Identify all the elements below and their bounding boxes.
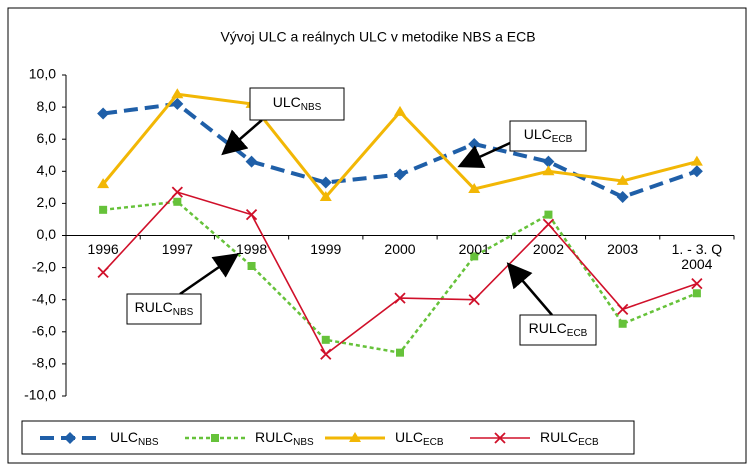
y-tick-label: -4,0: [32, 290, 56, 306]
marker: [542, 165, 555, 176]
legend-label-main: RULC: [255, 429, 293, 445]
legend-label-sub: ECB: [423, 437, 444, 448]
annotation-label-sub: NBS: [301, 102, 322, 113]
x-tick-label: 1998: [235, 240, 268, 257]
marker: [97, 107, 110, 120]
marker: [171, 186, 183, 198]
x-tick-label: 2003: [607, 240, 639, 257]
y-tick-label: 6,0: [37, 130, 57, 146]
x-tick-label: 1. - 3. Q 2004: [671, 240, 723, 272]
annotation-label: RULCNBS: [135, 299, 194, 318]
annotation-box: [519, 314, 597, 346]
y-tick-label: -10,0: [24, 387, 56, 403]
legend-label: ULCNBS: [110, 429, 159, 448]
legend-label-sub: ECB: [578, 437, 599, 448]
x-tick-label: 2000: [384, 240, 416, 257]
marker: [691, 278, 703, 290]
annotation-label-sub: ECB: [567, 328, 588, 339]
marker: [690, 155, 703, 166]
marker: [97, 178, 110, 189]
legend-label-sub: NBS: [138, 437, 159, 448]
legend-label: RULCNBS: [255, 429, 314, 448]
annotation-box: [509, 120, 587, 152]
y-tick-label: 8,0: [37, 98, 57, 114]
annotation-label-sub: ECB: [552, 134, 573, 145]
marker: [349, 432, 361, 442]
legend-label-main: ULC: [110, 429, 138, 445]
x-tick-label: 2002: [532, 240, 565, 257]
marker: [690, 165, 703, 178]
marker: [319, 190, 332, 201]
y-tick-label: 0,0: [37, 226, 57, 242]
marker: [542, 155, 555, 168]
chart-title: Vývoj ULC a reálnych ULC v metodike NBS …: [220, 29, 535, 45]
x-tick-label: 2001: [458, 240, 490, 257]
x-tick-label: 1996: [87, 240, 119, 257]
annotation-label-main: RULC: [135, 299, 173, 315]
marker: [468, 294, 480, 306]
annotation-label: RULCECB: [529, 320, 588, 339]
annotation-arrow: [179, 253, 240, 296]
marker: [692, 289, 701, 298]
marker: [542, 218, 555, 230]
legend-label: RULCECB: [540, 429, 599, 448]
marker: [321, 335, 330, 344]
marker: [171, 88, 184, 99]
annotation-label-sub: NBS: [173, 307, 194, 318]
legend-label-main: ULC: [395, 429, 423, 445]
marker: [394, 168, 406, 181]
marker: [247, 261, 256, 270]
marker: [245, 208, 258, 221]
marker: [394, 292, 406, 304]
legend-label: ULCECB: [395, 429, 444, 448]
y-tick-label: 2,0: [37, 194, 57, 210]
marker: [617, 303, 629, 315]
y-tick-label: 10,0: [29, 66, 56, 82]
marker: [320, 348, 332, 360]
annotation-box: [249, 87, 345, 121]
annotation-label-main: ULC: [524, 126, 552, 142]
marker: [618, 319, 627, 328]
marker: [64, 432, 76, 444]
x-tick-label: 1997: [161, 240, 193, 257]
marker: [494, 432, 506, 444]
legend-label-sub: NBS: [293, 437, 314, 448]
annotation-box: [126, 293, 202, 325]
marker: [211, 434, 219, 442]
marker: [468, 182, 481, 193]
y-tick-label: 4,0: [37, 162, 57, 178]
x-tick-label: 1999: [310, 240, 342, 257]
y-tick-label: -8,0: [32, 355, 56, 371]
legend-label-main: RULC: [540, 429, 578, 445]
annotation-arrow: [221, 119, 263, 156]
marker: [173, 197, 182, 206]
annotation-arrow: [506, 262, 553, 316]
marker: [616, 174, 629, 185]
annotation-label: ULCNBS: [273, 94, 322, 113]
marker: [396, 348, 404, 357]
annotation-label: ULCECB: [524, 126, 573, 145]
marker: [616, 190, 629, 203]
marker: [171, 97, 184, 110]
annotation-arrow: [457, 141, 511, 169]
marker: [99, 205, 108, 214]
marker: [394, 105, 406, 116]
marker: [319, 176, 332, 189]
marker: [470, 252, 479, 261]
annotation-label-main: RULC: [529, 320, 567, 336]
marker: [245, 155, 258, 168]
marker: [97, 266, 109, 279]
marker: [544, 210, 553, 219]
annotation-label-main: ULC: [273, 94, 301, 110]
y-tick-label: -2,0: [32, 258, 56, 274]
y-tick-label: -6,0: [32, 323, 56, 339]
